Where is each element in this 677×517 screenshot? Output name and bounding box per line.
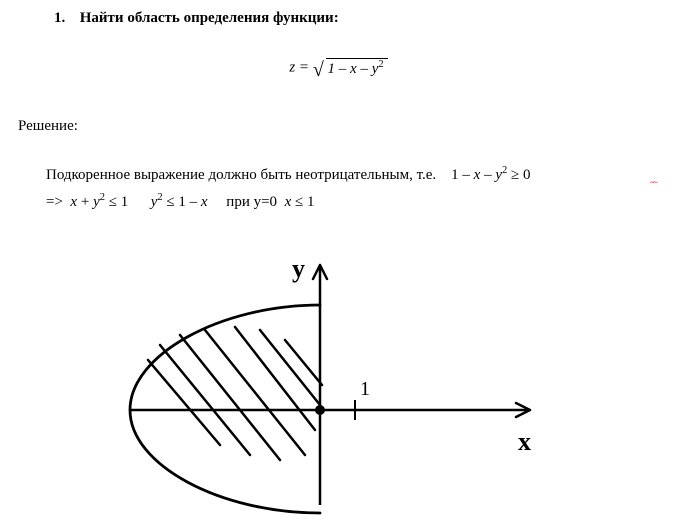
l1b: x xyxy=(474,167,481,183)
e2r: ≤ xyxy=(166,194,174,210)
cvar: x xyxy=(285,194,292,210)
line1-expr: 1 – x – y2 ≥ 0 xyxy=(451,167,530,183)
problem-heading: 1. Найти область определения функции: xyxy=(54,10,339,27)
condition: при y=0 x ≤ 1 xyxy=(226,194,314,210)
e2b: x xyxy=(201,194,208,210)
l1rhs: 0 xyxy=(523,167,531,183)
rad-exp: 2 xyxy=(378,59,383,70)
radicand: 1 – x – y2 xyxy=(326,58,388,78)
crel: ≤ xyxy=(295,194,303,210)
expr-1: x + y2 ≤ 1 xyxy=(70,194,132,210)
l1e: 2 xyxy=(502,165,507,176)
e2e: 2 xyxy=(157,192,162,203)
radical-sign: √ xyxy=(313,59,324,81)
document-page: 1. Найти область определения функции: z … xyxy=(0,0,677,517)
hatch-line-4 xyxy=(235,327,315,430)
l1r: ≥ xyxy=(511,167,519,183)
domain-graph: 1 y x xyxy=(100,245,570,515)
spellcheck-squiggle: ~~ xyxy=(650,178,657,187)
line1-text: Подкоренное выражение должно быть неотри… xyxy=(46,167,436,183)
origin-dot xyxy=(315,405,325,415)
x-tick-1-label: 1 xyxy=(360,378,370,400)
solution-line-1: Подкоренное выражение должно быть неотри… xyxy=(46,165,530,184)
x-axis-label: x xyxy=(518,427,531,456)
y-axis-label: y xyxy=(292,254,305,283)
cpre: при y=0 xyxy=(226,194,277,210)
implies-arrow: => xyxy=(46,194,63,210)
solution-line-2: => x + y2 ≤ 1 y2 ≤ 1 – x при y=0 x ≤ 1 xyxy=(46,192,314,211)
hatch-line-1 xyxy=(160,345,250,455)
hatch-line-5 xyxy=(260,330,320,405)
e1rhs: 1 xyxy=(121,194,129,210)
e1a: x xyxy=(70,194,77,210)
l1c: y xyxy=(495,167,502,183)
hatch-line-3 xyxy=(205,330,305,455)
hatch-line-2 xyxy=(180,335,280,460)
problem-number: 1. xyxy=(54,10,76,27)
e1b: y xyxy=(93,194,100,210)
rad-a: 1 xyxy=(328,61,336,77)
main-formula: z = √ 1 – x – y2 xyxy=(0,58,677,78)
formula-lhs: z = xyxy=(289,59,309,75)
problem-title: Найти область определения функции: xyxy=(80,10,339,26)
hatch-line-6 xyxy=(285,340,322,385)
expr-2: y2 ≤ 1 – x xyxy=(151,194,212,210)
e1r: ≤ xyxy=(109,194,117,210)
sqrt-expression: √ 1 – x – y2 xyxy=(313,58,388,78)
rad-b: x xyxy=(350,61,357,77)
solution-label: Решение: xyxy=(18,118,78,135)
e1e: 2 xyxy=(100,192,105,203)
e2a: 1 xyxy=(178,194,186,210)
l1a: 1 xyxy=(451,167,459,183)
crhs: 1 xyxy=(307,194,315,210)
